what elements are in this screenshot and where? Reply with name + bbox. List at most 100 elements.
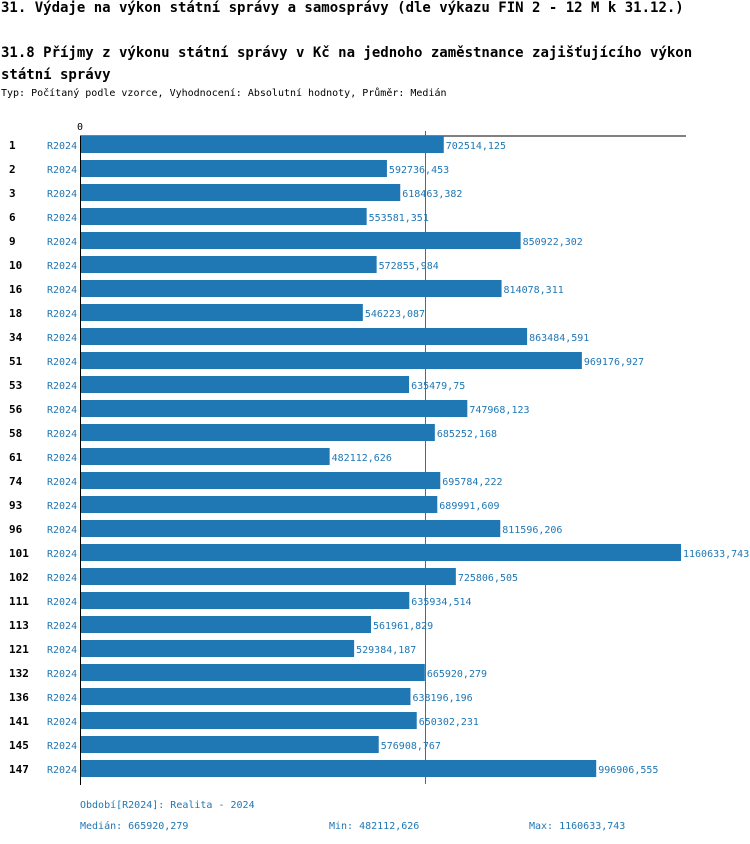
bar [81,616,371,633]
bar [81,688,411,705]
series-label: R2024 [47,429,77,440]
series-label: R2024 [47,741,77,752]
value-label: 572855,984 [379,261,439,272]
category-label: 16 [9,283,23,296]
bar [81,496,438,513]
category-label: 18 [9,307,22,320]
category-label: 6 [9,211,16,224]
series-label: R2024 [47,381,77,392]
bar [81,304,363,321]
bar [81,592,410,609]
bar [81,640,355,657]
value-label: 1160633,743 [683,549,749,560]
footer-min: Min: 482112,626 [329,821,420,832]
bar [81,232,521,249]
series-label: R2024 [47,237,77,248]
category-label: 3 [9,187,16,200]
series-label: R2024 [47,477,77,488]
value-label: 576908,767 [381,741,441,752]
value-label: 650302,231 [419,717,479,728]
category-label: 34 [9,331,23,344]
bar [81,736,379,753]
category-label: 10 [9,259,22,272]
category-label: 51 [9,355,23,368]
value-label: 702514,125 [446,141,506,152]
category-label: 61 [9,451,23,464]
category-label: 2 [9,163,16,176]
bar [81,184,401,201]
series-label: R2024 [47,261,77,272]
series-label: R2024 [47,141,77,152]
bar [81,352,582,369]
value-label: 725806,505 [458,573,518,584]
bar [81,280,502,297]
series-label: R2024 [47,309,77,320]
series-label: R2024 [47,189,77,200]
series-label: R2024 [47,165,77,176]
series-label: R2024 [47,549,77,560]
value-label: 553581,351 [369,213,429,224]
chart-title: 31.8 Příjmy z výkonu státní správy v Kč … [1,45,693,83]
value-label: 747968,123 [469,405,529,416]
value-label: 695784,222 [442,477,502,488]
series-label: R2024 [47,333,77,344]
series-label: R2024 [47,693,77,704]
category-label: 145 [9,739,29,752]
value-label: 638196,196 [412,693,472,704]
series-label: R2024 [47,525,77,536]
bar [81,424,435,441]
value-label: 685252,168 [437,429,497,440]
x-axis-zero-label: 0 [77,122,83,133]
category-label: 1 [9,139,16,152]
category-label: 121 [9,643,29,656]
value-label: 635479,75 [411,381,465,392]
series-label: R2024 [47,717,77,728]
category-label: 101 [9,547,29,560]
bar [81,208,367,225]
category-label: 102 [9,571,29,584]
value-label: 618463,382 [402,189,462,200]
bar [81,136,444,153]
bar [81,712,417,729]
category-label: 53 [9,379,22,392]
category-label: 111 [9,595,29,608]
value-label: 546223,087 [365,309,425,320]
value-label: 689991,609 [439,501,499,512]
value-label: 529384,187 [356,645,416,656]
series-label: R2024 [47,453,77,464]
series-label: R2024 [47,501,77,512]
bar [81,664,425,681]
value-label: 635934,514 [411,597,471,608]
value-label: 863484,591 [529,333,589,344]
category-label: 58 [9,427,22,440]
bar [81,568,456,585]
bar [81,760,597,777]
series-label: R2024 [47,285,77,296]
value-label: 592736,453 [389,165,449,176]
category-label: 147 [9,763,29,776]
footer-median: Medián: 665920,279 [80,821,189,832]
category-label: 141 [9,715,29,728]
footer-period: Období[R2024]: Realita - 2024 [80,800,255,811]
series-label: R2024 [47,597,77,608]
category-label: 56 [9,403,23,416]
value-label: 561961,829 [373,621,433,632]
series-label: R2024 [47,405,77,416]
bar [81,328,528,345]
value-label: 850922,302 [523,237,583,248]
value-label: 482112,626 [332,453,392,464]
series-label: R2024 [47,357,77,368]
value-label: 811596,206 [502,525,562,536]
series-label: R2024 [47,213,77,224]
value-label: 969176,927 [584,357,644,368]
bar [81,376,410,393]
page-title: 31. Výdaje na výkon státní správy a samo… [1,0,684,16]
bar [81,472,441,489]
series-label: R2024 [47,669,77,680]
footer-max: Max: 1160633,743 [529,821,626,832]
series-label: R2024 [47,621,77,632]
value-label: 996906,555 [598,765,658,776]
category-label: 96 [9,523,23,536]
series-label: R2024 [47,645,77,656]
category-label: 113 [9,619,29,632]
